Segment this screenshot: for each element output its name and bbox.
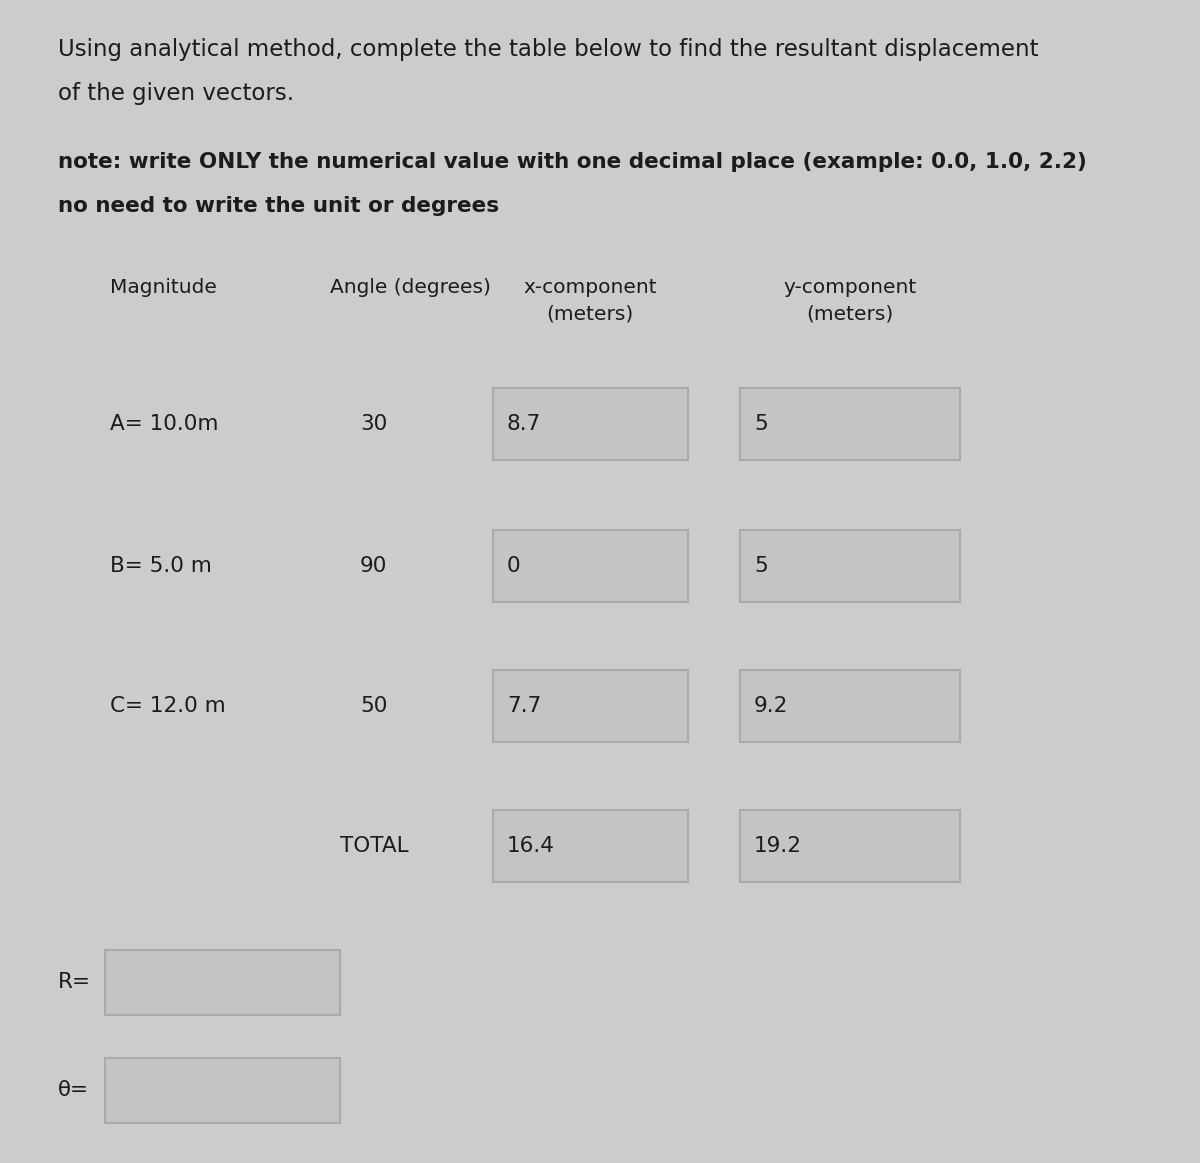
Bar [493, 388, 688, 461]
Text: x-component: x-component [523, 278, 656, 297]
Text: 30: 30 [360, 414, 388, 434]
Text: 5: 5 [754, 556, 768, 576]
Text: 5: 5 [754, 414, 768, 434]
Text: θ=: θ= [58, 1080, 89, 1100]
Text: 90: 90 [360, 556, 388, 576]
Text: y-component: y-component [784, 278, 917, 297]
Text: TOTAL: TOTAL [340, 836, 409, 856]
Bar [740, 530, 960, 602]
Text: of the given vectors.: of the given vectors. [58, 83, 294, 105]
Bar [106, 1058, 340, 1123]
Bar [106, 950, 340, 1015]
Bar [740, 670, 960, 742]
Text: 16.4: 16.4 [508, 836, 554, 856]
Text: Magnitude: Magnitude [110, 278, 217, 297]
Bar [493, 530, 688, 602]
Text: 8.7: 8.7 [508, 414, 541, 434]
Text: Angle (degrees): Angle (degrees) [330, 278, 491, 297]
Bar [493, 670, 688, 742]
Text: 7.7: 7.7 [508, 695, 541, 716]
Bar [493, 809, 688, 882]
Text: (meters): (meters) [546, 304, 634, 323]
Text: C= 12.0 m: C= 12.0 m [110, 695, 226, 716]
Text: note: write ONLY the numerical value with one decimal place (example: 0.0, 1.0, : note: write ONLY the numerical value wit… [58, 152, 1087, 172]
Bar [740, 388, 960, 461]
Text: Using analytical method, complete the table below to find the resultant displace: Using analytical method, complete the ta… [58, 38, 1038, 60]
Text: 50: 50 [360, 695, 388, 716]
Text: R=: R= [58, 972, 91, 992]
Text: no need to write the unit or degrees: no need to write the unit or degrees [58, 197, 499, 216]
Text: A= 10.0m: A= 10.0m [110, 414, 218, 434]
Text: 0: 0 [508, 556, 521, 576]
Text: 9.2: 9.2 [754, 695, 788, 716]
Bar [740, 809, 960, 882]
Text: B= 5.0 m: B= 5.0 m [110, 556, 212, 576]
Text: (meters): (meters) [806, 304, 894, 323]
Text: 19.2: 19.2 [754, 836, 802, 856]
